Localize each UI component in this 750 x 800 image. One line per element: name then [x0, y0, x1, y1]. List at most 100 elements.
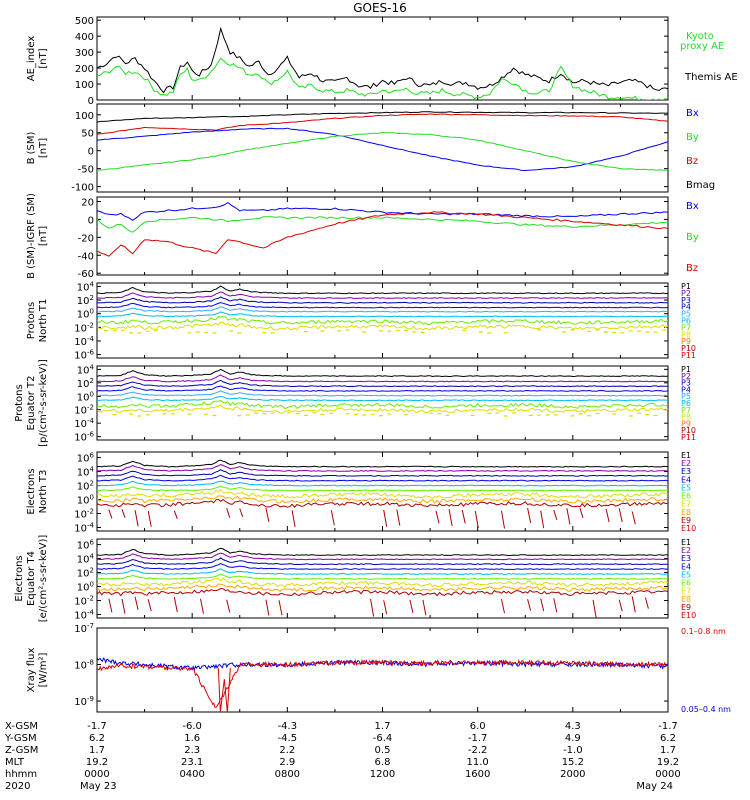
- y-tick-label: 300: [75, 48, 94, 59]
- x-axis-value: 6.2: [660, 733, 676, 744]
- series-purple: [97, 291, 668, 299]
- y-axis-label: B (SM)-IGRF (SM): [26, 193, 37, 279]
- legend-entry: P10: [681, 426, 696, 435]
- y-tick-label: 10-7: [74, 622, 94, 635]
- legend-entry: E8: [681, 595, 691, 604]
- legend-entry: E1: [681, 451, 691, 460]
- series-black: [97, 368, 668, 378]
- x-axis-value: 2.9: [279, 757, 295, 768]
- x-axis-value: -1.7: [658, 721, 678, 732]
- x-axis-value: May 23: [80, 781, 117, 792]
- y-axis-label: [nT]: [38, 138, 49, 158]
- x-axis-value: 1.7: [660, 745, 676, 756]
- series-violet: [97, 379, 668, 388]
- legend-entry: E5: [681, 570, 691, 579]
- x-axis-value: 2.3: [184, 745, 200, 756]
- legend-entry: P10: [681, 344, 696, 353]
- series-cyan: [97, 480, 668, 487]
- x-axis-row-label: Z-GSM: [5, 745, 38, 756]
- legend-entry: E1: [681, 538, 691, 547]
- series-lime: [97, 485, 668, 492]
- panel-b: 100 50 0 -50 -100 B (SM) [nT] Bx By Bz Bmag: [26, 103, 715, 194]
- x-axis-value: 0800: [275, 769, 300, 780]
- y-tick-label: 102: [77, 567, 94, 580]
- y-tick-label: 0: [88, 215, 94, 226]
- x-axis-value: 1200: [370, 769, 395, 780]
- x-axis-value: -2.2: [468, 745, 488, 756]
- legend-entry: P1: [681, 282, 691, 291]
- y-tick-label: 200: [75, 64, 94, 75]
- legend-entry: Bz: [686, 263, 698, 274]
- series-purple: [97, 464, 668, 472]
- series-darkred: [97, 587, 668, 597]
- series-group: [97, 657, 668, 712]
- legend-entry: E9: [681, 516, 691, 525]
- series-group: [97, 111, 668, 172]
- legend-entry: P11: [681, 351, 696, 360]
- x-axis-value: -4.3: [278, 721, 298, 732]
- x-axis-value: 6.8: [375, 757, 391, 768]
- y-tick-label: 10-2: [74, 508, 94, 521]
- y-axis-label: AE_index: [26, 36, 37, 82]
- series-purple: [97, 552, 668, 561]
- series-black: [97, 285, 668, 295]
- panel-dbgr: 20 0 -20 -40 -60 B (SM)-IGRF (SM) [nT] Bx By Bz: [26, 193, 699, 280]
- series-orange: [97, 583, 668, 593]
- y-tick-label: 400: [75, 32, 94, 43]
- y-tick-label: 102: [77, 480, 94, 493]
- x-axis-row-label: MLT: [5, 757, 25, 768]
- y-tick-label: 100: [77, 308, 94, 321]
- y-tick-label: 100: [75, 111, 94, 122]
- x-axis-row-label: 2020: [5, 781, 30, 792]
- y-tick-label: 104: [77, 553, 95, 566]
- series-group: [97, 368, 668, 417]
- x-axis-value: 0.5: [375, 745, 391, 756]
- series-orange: [97, 495, 668, 504]
- plot-frame: [96, 627, 669, 713]
- y-tick-label: 10-4: [74, 522, 94, 535]
- legend-entry: Bz: [686, 156, 698, 167]
- x-axis-value: -1.7: [87, 721, 107, 732]
- legend-entry: E6: [681, 579, 691, 588]
- legend-entry: E7: [681, 587, 691, 596]
- y-axis-label: North T1: [38, 299, 49, 343]
- series-yellow: [97, 577, 668, 588]
- x-axis-value: 0000: [84, 769, 109, 780]
- y-tick-label: 106: [77, 539, 95, 552]
- series-blue: [97, 385, 668, 392]
- x-axis-value: -6.0: [182, 721, 202, 732]
- x-axis-value: 2.2: [279, 745, 295, 756]
- series-lightblue: [97, 390, 668, 397]
- y-axis-label: Xray flux: [26, 648, 37, 693]
- legend-entry: E7: [681, 500, 691, 509]
- legend-entry: E3: [681, 467, 691, 476]
- y-tick-label: 10-6: [74, 431, 94, 444]
- y-tick-label: 10-9: [74, 695, 94, 708]
- x-axis-row-label: Y-GSM: [4, 733, 37, 744]
- series-darkred: [97, 498, 668, 508]
- legend-entry: E10: [681, 524, 696, 533]
- legend-entry: P7: [681, 406, 691, 415]
- series-black: [97, 459, 668, 468]
- y-axis-label: Protons: [14, 384, 25, 421]
- x-axis-value: 4.3: [565, 721, 581, 732]
- plot-frame: [96, 282, 669, 359]
- legend-entry: P1: [681, 365, 691, 374]
- plot-frame: [96, 365, 669, 441]
- y-tick-label: 10-2: [74, 595, 94, 608]
- x-axis-value: 19.2: [657, 757, 679, 768]
- x-axis-value: -1.0: [563, 745, 583, 756]
- x-axis-value: 0000: [655, 769, 680, 780]
- legend-entry: P9: [681, 419, 691, 428]
- x-axis-value: 0400: [179, 769, 204, 780]
- y-axis-label: B (SM): [26, 131, 37, 164]
- series-lightblue: [97, 306, 668, 313]
- y-tick-label: -60: [78, 269, 94, 280]
- legend-entry: 0.1–0.8 nm: [681, 627, 726, 636]
- series-crimson: [97, 658, 668, 708]
- legend-entry: P4: [681, 303, 691, 312]
- x-axis-value: 11.0: [467, 757, 489, 768]
- x-axis-value: 6.2: [89, 733, 105, 744]
- legend-entry: By: [686, 232, 699, 243]
